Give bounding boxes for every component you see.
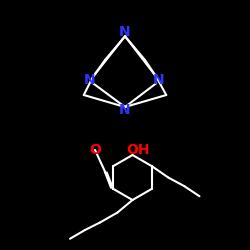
- Text: N: N: [84, 73, 96, 87]
- Text: N: N: [119, 103, 131, 117]
- Text: OH: OH: [126, 143, 150, 157]
- Text: O: O: [89, 143, 101, 157]
- Text: N: N: [153, 73, 164, 87]
- Text: N: N: [119, 26, 131, 40]
